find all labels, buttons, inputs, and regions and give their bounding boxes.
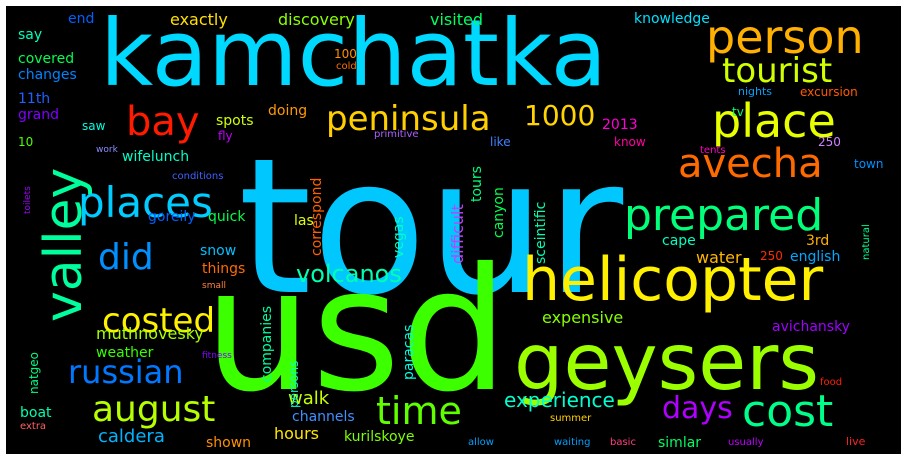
word-place-7: place [712, 94, 836, 148]
word-places-12: places [78, 178, 213, 227]
word-cape-54: cape [662, 233, 696, 249]
word-excursion-61: excursion [800, 85, 858, 99]
word-caldera-24: caldera [98, 426, 165, 447]
word-changes-41: changes [18, 67, 77, 83]
word-250-56: 250 [760, 249, 783, 263]
word-quick-49: quick [208, 209, 246, 225]
word-100-67: 100 [334, 47, 357, 61]
word-helicopter-4: helicopter [522, 245, 824, 315]
word-say-39: say [18, 27, 43, 43]
word-vegas-94: vegas [391, 216, 407, 258]
word-town-65: town [854, 157, 884, 171]
word-walk-25: walk [288, 388, 330, 409]
word-sceintific-97: sceintific [533, 201, 549, 264]
word-kurilskoye-33: kurilskoye [344, 429, 415, 445]
word-end-38: end [68, 11, 95, 27]
word-august-14: august [92, 389, 216, 430]
word-nights-60: nights [738, 85, 773, 98]
word-costed-19: costed [102, 301, 216, 341]
word-canyon-96: canyon [491, 187, 507, 238]
word-summer-88: summer [550, 413, 592, 424]
word-experience-23: experience [504, 388, 615, 412]
word-like-62: like [490, 135, 511, 149]
word-tents-66: tents [700, 145, 726, 156]
word-discovery-35: discovery [278, 10, 355, 29]
word-extra-79: extra [20, 421, 47, 432]
word-knowledge-37: knowledge [634, 11, 710, 27]
word-kamchatka-2: kamchatka [100, 6, 608, 107]
word-11th-42: 11th [18, 91, 51, 107]
word-10-44: 10 [18, 135, 34, 149]
word-natgeo-75: natgeo [27, 351, 41, 394]
word-1000-21: 1000 [524, 99, 596, 132]
word-muthnovesky-28: muthnovesky [96, 324, 204, 343]
word-things-52: things [202, 261, 246, 277]
word-wifelunch-46: wifelunch [122, 149, 190, 165]
word-allow-82: allow [468, 437, 494, 448]
word-cost-13: cost [742, 386, 834, 437]
word-fitness-76: fitness [202, 351, 232, 361]
word-shown-81: shown [206, 435, 252, 451]
word-avecha-9: avecha [678, 141, 823, 187]
word-weather-29: weather [96, 345, 154, 361]
word-snow-51: snow [200, 243, 237, 259]
word-primitive-70: primitive [374, 129, 419, 140]
word-usd-1: usd [204, 232, 509, 430]
word-difficult-93: difficult [448, 204, 467, 264]
word-companies-90: companies [259, 305, 275, 382]
word-tours-95: tours [469, 166, 485, 202]
word-days-20: days [662, 391, 733, 426]
word-cold-68: cold [336, 61, 357, 72]
word-cloud: tour usd kamchatka geysers helicopter person p… [6, 6, 901, 454]
word-correspond-92: correspond [309, 177, 325, 256]
word-las-53: las [294, 213, 314, 229]
word-natural-57: natural [861, 224, 872, 260]
word-paracas-91: paracas [401, 324, 417, 380]
word-toilets-73: toilets [23, 186, 33, 214]
word-did-16: did [98, 237, 154, 278]
word-goreily-50: goreily [148, 209, 196, 225]
word-usually-86: usually [728, 437, 764, 448]
word-food-89: food [820, 377, 843, 388]
word-russian-18: russian [68, 353, 184, 391]
word-english-31: english [790, 249, 841, 265]
word-tour-0: tour [238, 118, 624, 337]
word-persons-77: persons [287, 360, 301, 408]
word-tv-59: tv [732, 105, 744, 119]
word-simlar-85: simlar [658, 435, 702, 451]
word-grand-43: grand [18, 107, 59, 123]
word-doing-48: doing [268, 103, 308, 119]
word-small-74: small [202, 281, 226, 291]
word-water-30: water [696, 248, 742, 267]
word-saw-45: saw [82, 119, 106, 133]
word-live-87: live [846, 435, 866, 448]
word-tourist-10: tourist [722, 51, 833, 91]
word-volcanos-22: volcanos [296, 260, 402, 288]
word-channels-80: channels [292, 409, 355, 425]
word-fly-69: fly [218, 129, 233, 143]
word-expensive-27: expensive [542, 308, 624, 327]
word-2013-58: 2013 [602, 117, 638, 133]
word-basic-84: basic [610, 437, 636, 448]
word-covered-40: covered [18, 51, 75, 67]
word-bay-17: bay [126, 99, 200, 145]
word-spots-47: spots [216, 113, 254, 129]
word-prepared-6: prepared [624, 190, 824, 241]
word-conditions-72: conditions [172, 171, 224, 182]
word-waiting-83: waiting [554, 437, 591, 448]
word-know-63: know [614, 135, 646, 149]
word-250-64: 250 [818, 135, 841, 149]
word-person-5: person [706, 10, 864, 64]
word-peninsula-11: peninsula [326, 99, 491, 139]
word-boat-78: boat [20, 405, 52, 421]
word-3rd-55: 3rd [806, 233, 830, 249]
word-avichansky-32: avichansky [772, 319, 850, 335]
word-exactly-34: exactly [170, 10, 228, 29]
word-visited-36: visited [430, 10, 483, 29]
word-geysers-3: geysers [514, 318, 819, 408]
word-work-71: work [96, 145, 118, 155]
word-time-15: time [376, 389, 462, 433]
word-hours-26: hours [274, 424, 319, 443]
